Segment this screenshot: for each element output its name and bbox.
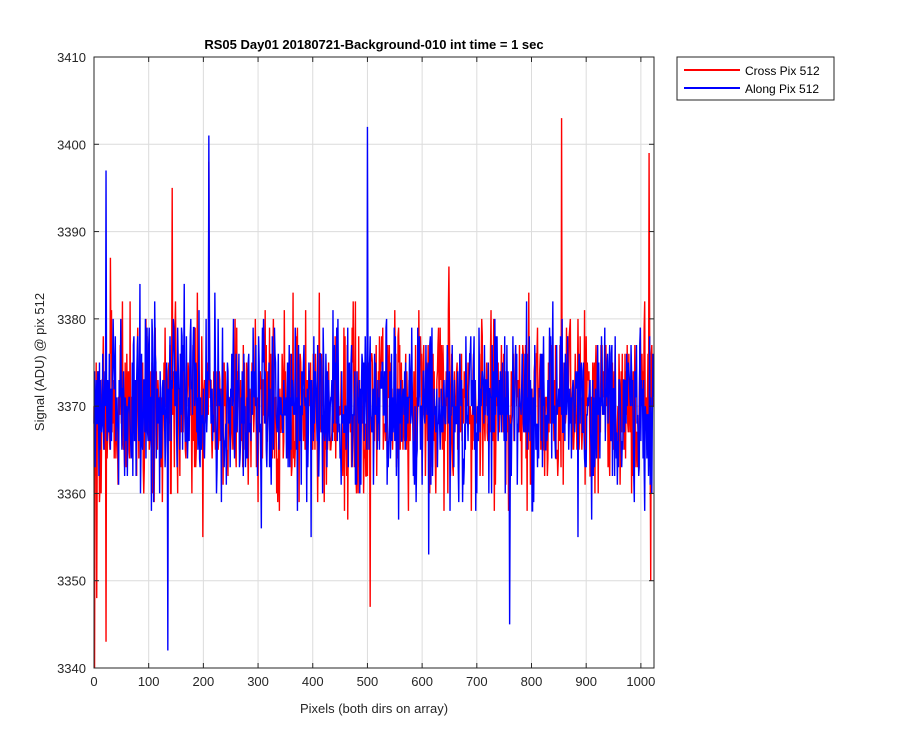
y-tick-label: 3370 (57, 399, 86, 414)
legend-label-along: Along Pix 512 (745, 82, 819, 96)
x-tick-label: 900 (575, 674, 597, 689)
y-tick-label: 3380 (57, 312, 86, 327)
x-tick-label: 100 (138, 674, 160, 689)
x-tick-label: 400 (302, 674, 324, 689)
x-tick-label: 700 (466, 674, 488, 689)
y-tick-label: 3350 (57, 574, 86, 589)
legend-label-cross: Cross Pix 512 (745, 64, 820, 78)
legend[interactable]: Cross Pix 512 Along Pix 512 (676, 56, 835, 101)
plot-area-border (93, 56, 655, 669)
y-tick-label: 3400 (57, 137, 86, 152)
y-tick-label: 3360 (57, 486, 86, 501)
y-tick-label: 3410 (57, 50, 86, 65)
series-layer (93, 118, 655, 669)
x-tick-label: 200 (193, 674, 215, 689)
y-axis-label: Signal (ADU) @ pix 512 (32, 293, 47, 431)
y-tick-label: 3340 (57, 661, 86, 676)
legend-box (676, 56, 835, 101)
y-tick-label: 3390 (57, 225, 86, 240)
x-axis: 0 100 200 300 400 500 600 700 800 900 1000 (90, 57, 655, 689)
chart-title: RS05 Day01 20180721-Background-010 int t… (204, 37, 543, 52)
x-tick-label: 800 (521, 674, 543, 689)
series-line-along-pix (93, 126, 655, 651)
x-tick-label: 0 (90, 674, 97, 689)
y-axis: 3340 3350 3360 3370 3380 3390 3400 3410 (57, 50, 654, 676)
x-tick-label: 1000 (626, 674, 655, 689)
x-tick-label: 500 (357, 674, 379, 689)
x-tick-label: 600 (411, 674, 433, 689)
x-axis-label: Pixels (both dirs on array) (300, 701, 448, 716)
x-tick-label: 300 (247, 674, 269, 689)
